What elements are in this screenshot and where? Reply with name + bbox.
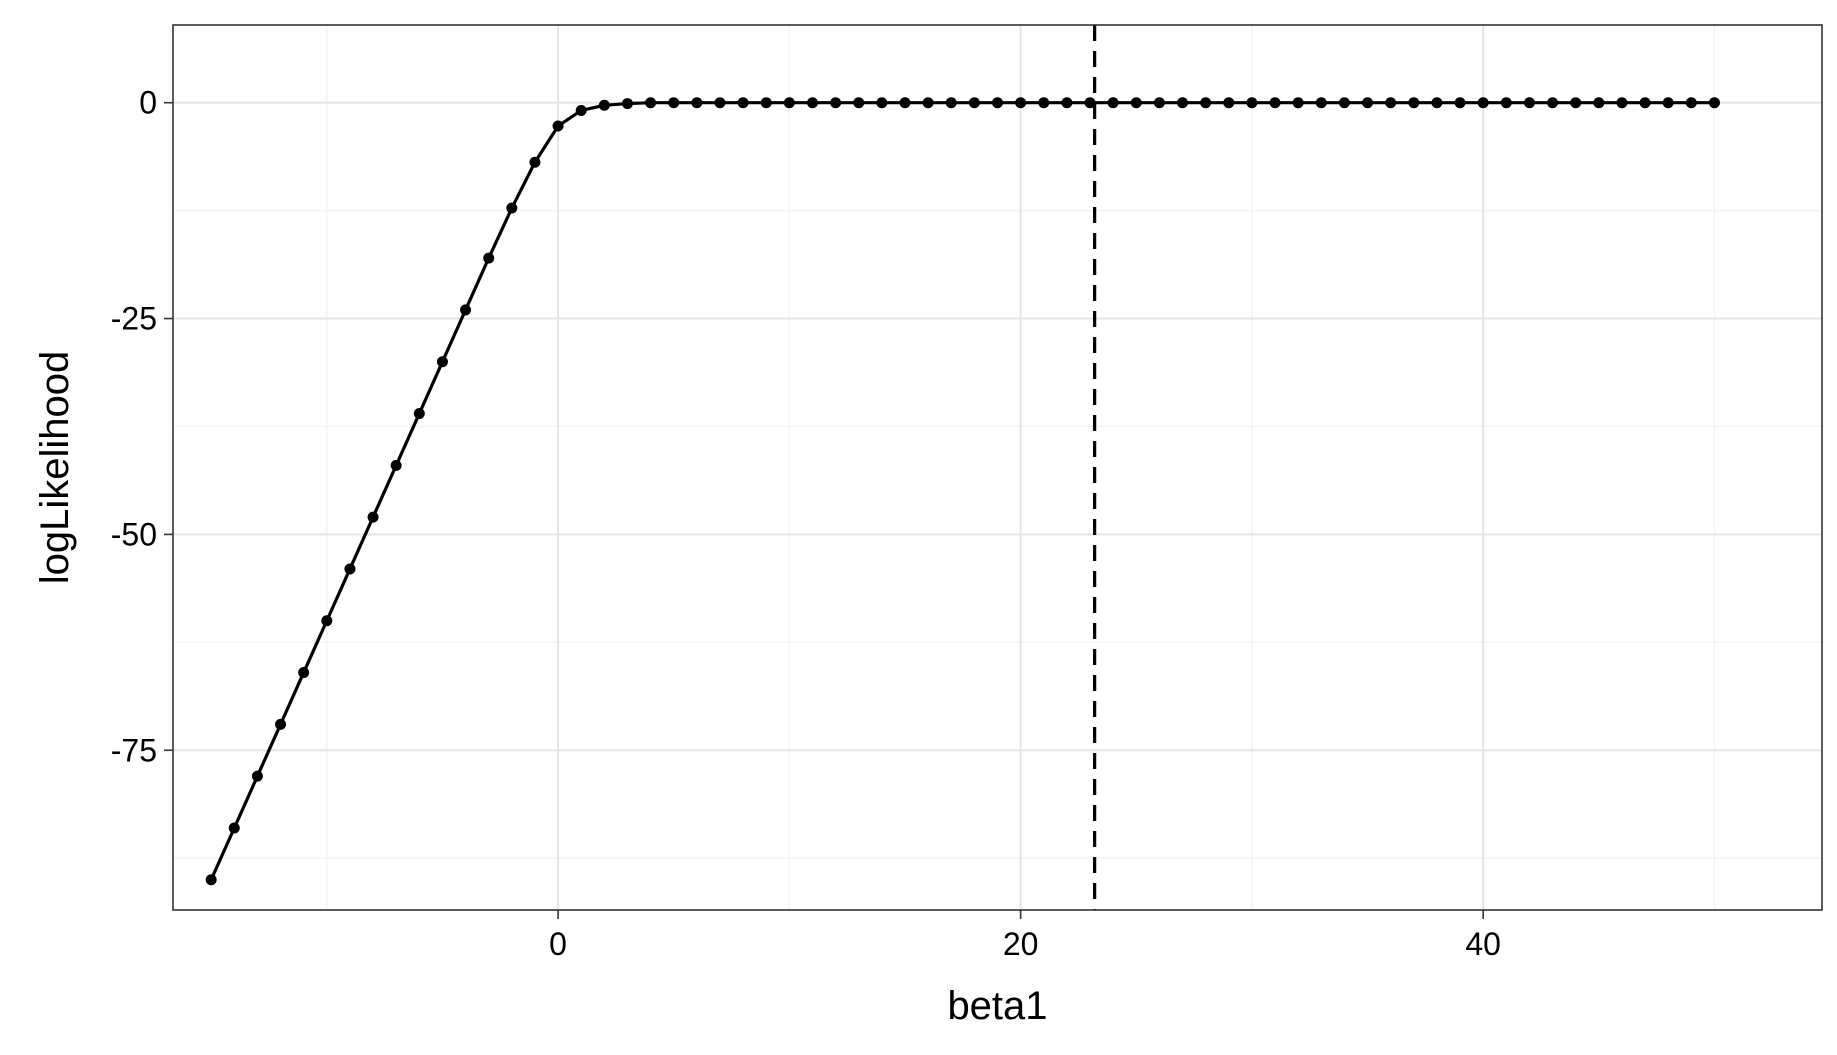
data-point (1177, 97, 1189, 109)
y-tick-label: -75 (111, 732, 157, 768)
data-point (853, 97, 865, 109)
data-point (1685, 97, 1697, 109)
data-point (1338, 97, 1350, 109)
data-point (876, 97, 888, 109)
data-point (1107, 97, 1119, 109)
y-tick-label: 0 (139, 85, 157, 121)
data-point (1130, 97, 1142, 109)
data-point (1084, 97, 1096, 109)
data-point (251, 770, 263, 782)
data-point (922, 97, 934, 109)
data-point (1315, 97, 1327, 109)
data-point (1246, 97, 1258, 109)
data-point (1500, 97, 1512, 109)
data-point (344, 563, 356, 575)
data-point (806, 97, 818, 109)
minor-gridlines (173, 25, 1822, 910)
x-tick-label: 0 (549, 926, 567, 962)
data-point (1015, 97, 1027, 109)
data-point (575, 104, 587, 116)
data-point (1223, 97, 1235, 109)
data-point (598, 99, 610, 111)
data-point (436, 356, 448, 368)
data-point (830, 97, 842, 109)
data-point (691, 97, 703, 109)
data-point (1547, 97, 1559, 109)
data-point (413, 408, 425, 420)
x-axis: 0 20 40 (549, 910, 1501, 962)
data-point (1153, 97, 1165, 109)
data-point (1038, 97, 1050, 109)
data-point (1708, 97, 1720, 109)
data-point (992, 97, 1003, 109)
series-layer (205, 97, 1720, 886)
data-point (506, 202, 518, 214)
x-tick-label: 20 (1003, 926, 1039, 962)
data-point (1639, 97, 1651, 109)
y-axis-title: logLikelihood (33, 351, 77, 585)
y-tick-label: -50 (111, 516, 157, 552)
data-point (1269, 97, 1281, 109)
data-point (228, 822, 240, 834)
data-point (899, 97, 911, 109)
data-point (367, 511, 379, 523)
data-point (1362, 97, 1374, 109)
data-point (737, 97, 749, 109)
data-point (275, 718, 287, 730)
x-tick-label: 40 (1465, 926, 1501, 962)
data-point (1408, 97, 1420, 109)
data-point (552, 120, 564, 132)
panel-border (172, 24, 1823, 911)
data-point (1061, 97, 1073, 109)
data-point (783, 97, 795, 109)
data-point (529, 156, 541, 168)
data-point (1616, 97, 1628, 109)
data-point (205, 874, 217, 886)
data-point (1523, 97, 1535, 109)
data-point (621, 98, 633, 110)
data-point (298, 667, 310, 679)
data-point (1385, 97, 1397, 109)
x-axis-title: beta1 (947, 984, 1047, 1028)
data-point (645, 97, 657, 109)
data-point (1570, 97, 1582, 109)
data-point (1292, 97, 1304, 109)
data-point (460, 304, 472, 316)
data-point (390, 459, 402, 471)
data-point (1593, 97, 1605, 109)
data-point (483, 252, 495, 264)
y-axis: 0 -25 -50 -75 (111, 85, 173, 768)
data-point (1200, 97, 1212, 109)
data-point (945, 97, 957, 109)
data-point (668, 97, 680, 109)
data-point (1662, 97, 1674, 109)
major-gridlines (173, 25, 1822, 910)
data-point (321, 615, 333, 627)
data-point (1477, 97, 1489, 109)
data-point (760, 97, 772, 109)
data-point (714, 97, 726, 109)
data-point (968, 97, 980, 109)
data-point (1431, 97, 1443, 109)
y-tick-label: -25 (111, 301, 157, 337)
data-point (1454, 97, 1466, 109)
